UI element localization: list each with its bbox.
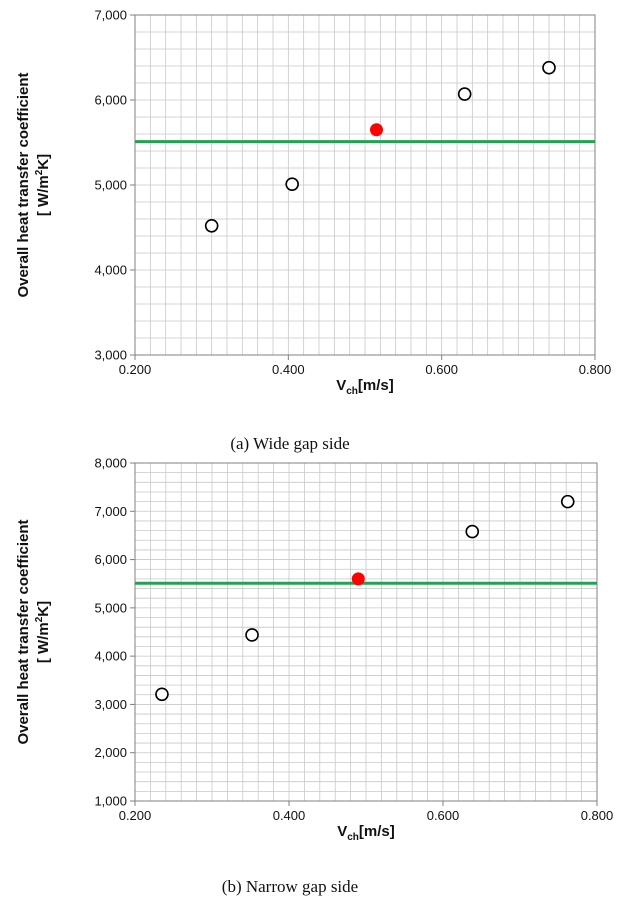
figure-caption: (a) Wide gap side (230, 434, 349, 453)
data-point (560, 494, 575, 509)
data-point-highlight (370, 123, 383, 137)
y-axis-unit-superscript: 2 (34, 616, 45, 622)
data-point (245, 628, 259, 642)
data-point (155, 687, 169, 702)
chart-b: 1,000 2,000 3,000 4,000 5,000 6,000 7,000 8,000… (15, 456, 613, 897)
x-axis-label: Vch[m/s] (337, 823, 395, 843)
y-axis-unit-start: [ W/m (35, 622, 52, 663)
y-tick-label: 4,000 (94, 649, 127, 664)
data-point (285, 177, 299, 191)
plot-frame (134, 462, 598, 802)
y-tick-label: 7,000 (94, 8, 127, 23)
y-axis-label-line2: [ W/m2K] (34, 601, 52, 663)
data-point-highlight (351, 572, 365, 586)
y-tick-label: 6,000 (94, 93, 127, 108)
grid (135, 463, 597, 801)
x-tick-label: 0.400 (272, 362, 305, 377)
data-point (204, 219, 219, 233)
x-tick-label: 0.600 (427, 808, 460, 823)
x-tick-label: 0.200 (119, 362, 152, 377)
y-tick-label: 7,000 (94, 504, 127, 519)
x-axis-label-subscript: ch (346, 386, 358, 397)
y-tick-label: 4,000 (94, 263, 127, 278)
y-axis-label-line1: Overall heat transfer coefficient (15, 519, 32, 744)
x-tick-label: 0.600 (425, 362, 458, 377)
y-tick-label: 5,000 (94, 600, 127, 615)
x-tick-label: 0.400 (273, 808, 306, 823)
grid (135, 15, 595, 355)
y-axis-label-line2: [ W/m2K] (34, 154, 52, 216)
y-tick-label: 3,000 (94, 697, 127, 712)
x-tick-label: 0.800 (579, 362, 612, 377)
y-axis-unit-start: [ W/m (35, 175, 52, 216)
chart-a: 3,000 4,000 5,000 6,000 7,000 0.200 0.400 0.600… (15, 8, 611, 454)
data-point (542, 60, 556, 75)
x-tick-label: 0.200 (119, 808, 152, 823)
figure-caption: (b) Narrow gap side (222, 877, 358, 896)
x-axis-label-subscript: ch (347, 832, 359, 843)
x-axis-label-unit: [m/s] (359, 823, 395, 840)
x-axis-label: Vch[m/s] (336, 377, 394, 397)
y-tick-label: 3,000 (94, 348, 127, 363)
y-tick-label: 1,000 (94, 794, 127, 809)
y-tick-label: 8,000 (94, 456, 127, 471)
y-axis-label-line1: Overall heat transfer coefficient (15, 72, 32, 297)
x-axis-label-main: V (336, 377, 346, 394)
y-axis-unit-end: K] (35, 601, 52, 617)
y-axis-unit-end: K] (35, 154, 52, 170)
x-tick-label: 0.800 (581, 808, 614, 823)
y-axis-label: Overall heat transfer coefficient[ W/m2K… (15, 519, 52, 744)
y-axis-label: Overall heat transfer coefficient[ W/m2K… (15, 72, 52, 297)
x-axis-label-main: V (337, 823, 347, 840)
y-tick-label: 6,000 (94, 552, 127, 567)
x-axis-label-unit: [m/s] (358, 377, 394, 394)
y-tick-label: 5,000 (94, 178, 127, 193)
data-point (465, 524, 480, 539)
data-point (457, 87, 472, 101)
y-tick-label: 2,000 (94, 745, 127, 760)
y-axis-unit-superscript: 2 (34, 169, 45, 175)
